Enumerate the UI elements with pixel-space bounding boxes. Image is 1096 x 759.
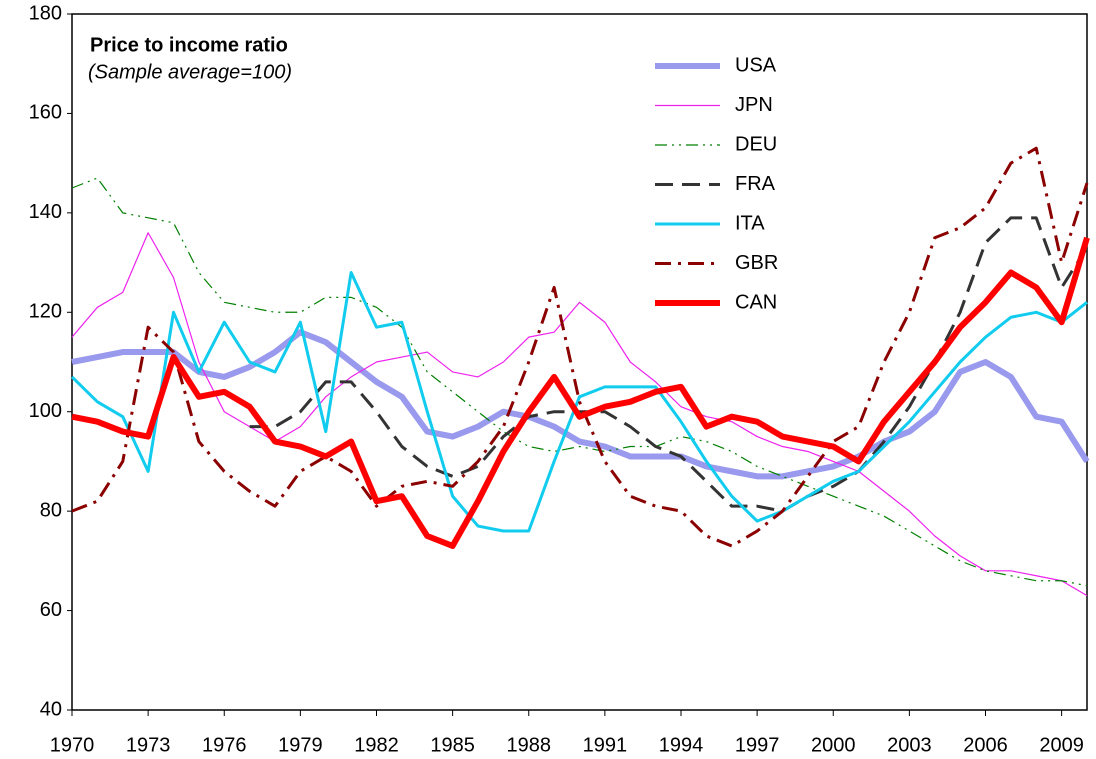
x-tick-label: 1997: [735, 734, 780, 756]
legend-label: JPN: [735, 94, 773, 116]
series-line: [71, 329, 1090, 480]
x-tick-label: 2009: [1039, 734, 1084, 756]
series-line: [70, 271, 1088, 533]
y-tick-label: 180: [29, 2, 62, 24]
legend-label: DEU: [735, 133, 777, 155]
series-line: [71, 236, 1090, 549]
series-line: [249, 216, 1089, 513]
x-tick-label: 1970: [50, 734, 95, 756]
legend-label: FRA: [735, 173, 776, 195]
x-tick-label: 1994: [659, 734, 704, 756]
y-tick-label: 160: [29, 102, 62, 124]
legend-label: CAN: [735, 291, 777, 313]
series-line: [71, 232, 1088, 597]
chart-subtitle: (Sample average=100): [88, 61, 292, 83]
legend-label: GBR: [735, 252, 778, 274]
x-tick-label: 2000: [811, 734, 856, 756]
x-tick-label: 1985: [430, 734, 475, 756]
x-tick-label: 1988: [507, 734, 552, 756]
y-tick-label: 40: [40, 698, 62, 720]
x-tick-label: 1979: [278, 734, 323, 756]
chart-title: Price to income ratio: [90, 34, 288, 56]
y-tick-label: 80: [40, 499, 62, 521]
legend-label: ITA: [735, 212, 765, 234]
x-tick-label: 1991: [583, 734, 628, 756]
y-tick-label: 60: [40, 599, 62, 621]
series-line: [71, 177, 1088, 587]
x-tick-label: 1982: [354, 734, 399, 756]
legend-label: USA: [735, 54, 777, 76]
x-tick-label: 2003: [887, 734, 932, 756]
y-tick-label: 100: [29, 400, 62, 422]
x-tick-label: 1976: [202, 734, 247, 756]
x-tick-label: 2006: [963, 734, 1008, 756]
y-tick-label: 120: [29, 301, 62, 323]
y-tick-label: 140: [29, 201, 62, 223]
series-line: [71, 146, 1089, 548]
x-tick-label: 1973: [126, 734, 171, 756]
